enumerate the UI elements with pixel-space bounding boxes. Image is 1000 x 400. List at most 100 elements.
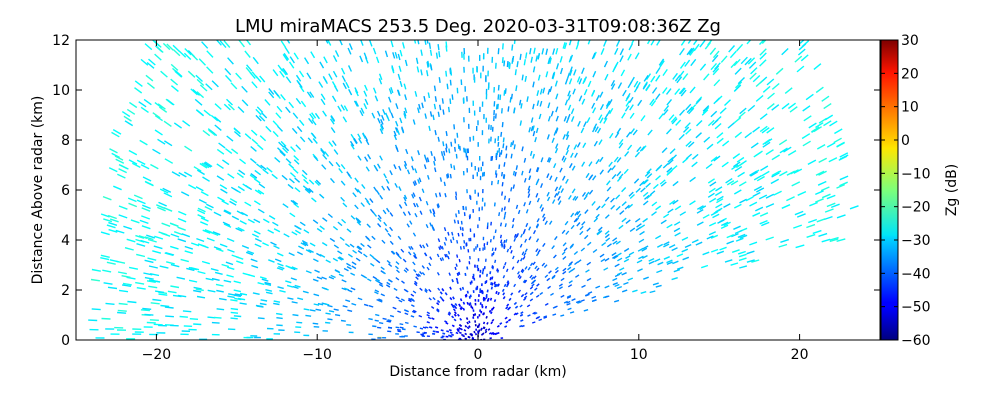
reflectivity-gate — [574, 261, 579, 266]
x-tick-label: 10 — [630, 347, 648, 363]
reflectivity-gate — [458, 331, 462, 335]
reflectivity-gate — [350, 144, 355, 150]
reflectivity-gate — [401, 280, 405, 284]
reflectivity-gate — [494, 284, 497, 288]
reflectivity-gate — [341, 287, 347, 291]
reflectivity-gate — [489, 297, 493, 301]
reflectivity-gate — [554, 266, 559, 271]
reflectivity-gate — [123, 115, 132, 122]
reflectivity-gate — [538, 113, 542, 120]
reflectivity-gate — [614, 299, 620, 303]
reflectivity-gate — [324, 151, 330, 157]
reflectivity-gate — [404, 321, 409, 324]
reflectivity-gate — [640, 291, 647, 294]
reflectivity-gate — [431, 317, 435, 321]
reflectivity-gate — [568, 269, 573, 274]
reflectivity-gate — [354, 89, 359, 97]
reflectivity-gate — [340, 319, 346, 322]
reflectivity-gate — [662, 162, 669, 169]
reflectivity-gate — [354, 204, 359, 210]
reflectivity-gate — [809, 201, 818, 207]
reflectivity-gate — [143, 98, 152, 106]
reflectivity-gate — [399, 326, 404, 329]
reflectivity-gate — [346, 262, 352, 267]
reflectivity-gate — [532, 125, 535, 131]
reflectivity-gate — [102, 195, 112, 201]
x-axis: −20 −10 0 10 20 — [142, 40, 809, 363]
reflectivity-gate — [575, 42, 580, 50]
reflectivity-gate — [539, 204, 543, 209]
reflectivity-gate — [157, 138, 166, 145]
reflectivity-gate — [422, 244, 426, 249]
reflectivity-gate — [494, 247, 497, 251]
reflectivity-gate — [230, 317, 238, 320]
reflectivity-gate — [581, 67, 585, 75]
reflectivity-gate — [434, 96, 437, 102]
reflectivity-gate — [490, 321, 494, 325]
reflectivity-gate — [662, 69, 668, 76]
reflectivity-gate — [591, 295, 597, 299]
reflectivity-gate — [203, 162, 212, 168]
reflectivity-gate — [432, 330, 436, 333]
reflectivity-gate — [144, 236, 154, 241]
reflectivity-gate — [546, 173, 550, 179]
reflectivity-gate — [601, 242, 607, 247]
reflectivity-gate — [532, 311, 536, 315]
y-tick-label: 8 — [61, 133, 70, 149]
reflectivity-gate — [562, 242, 567, 247]
reflectivity-gate — [293, 202, 300, 208]
reflectivity-gate — [397, 235, 402, 241]
reflectivity-gate — [668, 114, 675, 121]
reflectivity-gate — [200, 221, 209, 226]
reflectivity-gate — [536, 100, 540, 106]
reflectivity-gate — [280, 93, 286, 101]
reflectivity-gate — [350, 133, 355, 140]
reflectivity-gate — [617, 82, 623, 89]
reflectivity-gate — [569, 66, 573, 73]
reflectivity-gate — [193, 289, 202, 293]
reflectivity-gate — [117, 309, 127, 312]
reflectivity-gate — [340, 180, 346, 186]
reflectivity-gate — [558, 185, 562, 191]
reflectivity-gate — [535, 55, 538, 62]
reflectivity-gate — [493, 202, 496, 207]
reflectivity-gate — [387, 278, 393, 283]
reflectivity-gate — [566, 295, 572, 299]
reflectivity-gate — [501, 57, 504, 64]
reflectivity-gate — [437, 287, 441, 291]
reflectivity-gate — [771, 172, 780, 178]
reflectivity-gate — [414, 168, 418, 174]
reflectivity-gate — [329, 177, 335, 184]
reflectivity-gate — [580, 127, 585, 134]
reflectivity-gate — [568, 280, 573, 284]
reflectivity-gate — [408, 245, 412, 251]
reflectivity-gate — [659, 60, 665, 68]
reflectivity-gate — [320, 98, 326, 106]
reflectivity-gate — [671, 118, 678, 125]
reflectivity-gate — [621, 187, 627, 193]
reflectivity-gate — [676, 253, 684, 258]
reflectivity-gate — [759, 48, 767, 56]
reflectivity-gate — [452, 296, 455, 300]
reflectivity-gate — [294, 229, 301, 235]
reflectivity-gate — [451, 315, 455, 319]
reflectivity-gate — [523, 297, 527, 301]
reflectivity-gate — [634, 52, 640, 60]
reflectivity-gate — [508, 63, 511, 70]
reflectivity-gate — [525, 209, 529, 214]
reflectivity-gate — [497, 135, 500, 141]
reflectivity-gate — [505, 239, 508, 243]
reflectivity-gate — [663, 213, 670, 219]
reflectivity-gate — [419, 287, 423, 292]
reflectivity-gate — [495, 173, 498, 178]
reflectivity-gate — [323, 303, 330, 306]
reflectivity-gate — [551, 199, 556, 204]
reflectivity-gate — [713, 155, 721, 162]
reflectivity-gate — [528, 168, 532, 174]
reflectivity-gate — [283, 52, 290, 61]
reflectivity-gate — [457, 209, 460, 215]
reflectivity-gate — [491, 253, 494, 257]
reflectivity-gate — [614, 263, 620, 268]
reflectivity-gate — [497, 291, 500, 296]
reflectivity-gate — [179, 315, 188, 318]
